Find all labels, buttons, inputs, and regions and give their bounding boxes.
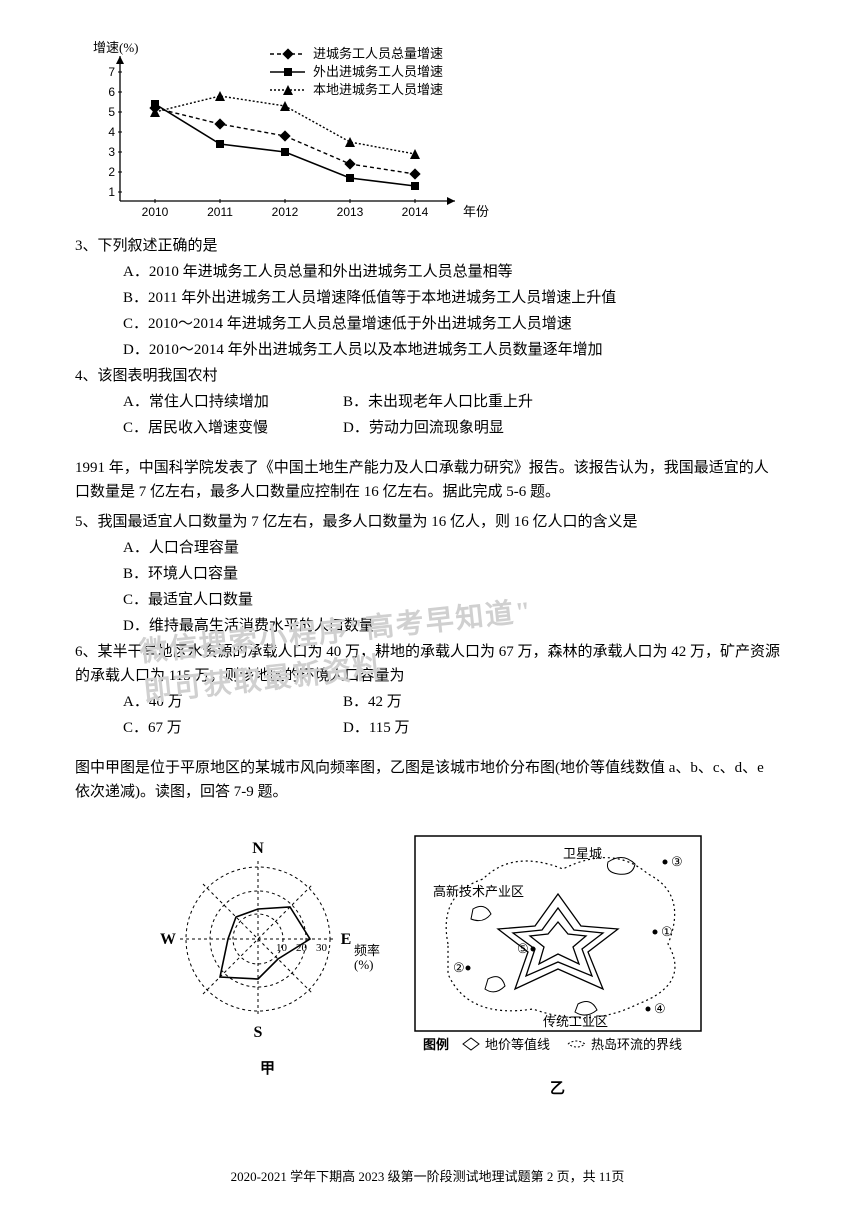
legend-local: 本地进城务工人员增速 xyxy=(313,82,443,97)
svg-text:⑤: ⑤ xyxy=(517,941,529,956)
q6-option-a: A．40 万 xyxy=(123,690,343,714)
q5-option-a: A．人口合理容量 xyxy=(75,536,780,560)
svg-text:2011: 2011 xyxy=(207,205,233,219)
figure-land-price: 卫星城 高新技术产业区 传统工业区 ③ ① ⑤ ② ④ 图例 地价等值线 热岛环… xyxy=(413,834,703,1098)
svg-text:30: 30 xyxy=(316,942,328,954)
figure-a-label: 甲 xyxy=(153,1057,383,1078)
passage-56: 1991 年，中国科学院发表了《中国土地生产能力及人口承载力研究》报告。该报告认… xyxy=(75,456,780,504)
hitech-label: 高新技术产业区 xyxy=(433,884,524,899)
compass-s: S xyxy=(253,1024,262,1041)
q3-option-b: B．2011 年外出进城务工人员增速降低值等于本地进城务工人员增速上升值 xyxy=(75,286,780,310)
svg-text:2012: 2012 xyxy=(272,205,299,219)
legend-out: 外出进城务工人员增速 xyxy=(313,64,443,79)
legend-title: 图例 xyxy=(423,1037,449,1052)
growth-rate-chart: 1 2 3 4 5 6 7 增速(%) 2010 2011 2012 2013 … xyxy=(75,36,495,226)
legend-heat: 热岛环流的界线 xyxy=(591,1037,682,1052)
q4-option-a: A．常住人口持续增加 xyxy=(123,390,343,414)
satellite-label: 卫星城 xyxy=(563,846,602,861)
q5-option-c: C．最适宜人口数量 xyxy=(75,588,780,612)
svg-text:3: 3 xyxy=(108,145,115,159)
svg-text:③: ③ xyxy=(671,854,683,869)
svg-text:7: 7 xyxy=(108,65,115,79)
q6-option-c: C．67 万 xyxy=(123,716,343,740)
q3-option-a: A．2010 年进城务工人员总量和外出进城务工人员总量相等 xyxy=(75,260,780,284)
svg-text:②: ② xyxy=(453,960,465,975)
compass-n: N xyxy=(252,840,264,857)
svg-text:2013: 2013 xyxy=(337,205,364,219)
svg-text:1: 1 xyxy=(108,185,115,199)
svg-text:2014: 2014 xyxy=(402,205,429,219)
q4-option-c: C．居民收入增速变慢 xyxy=(123,416,343,440)
legend-total: 进城务工人员总量增速 xyxy=(313,46,443,61)
y-axis-label: 增速(%) xyxy=(93,40,139,55)
q5-option-d: D．维持最高生活消费水平的人口数量 xyxy=(75,614,780,638)
q4-option-b: B．未出现老年人口比重上升 xyxy=(343,390,563,414)
svg-text:20: 20 xyxy=(296,942,308,954)
q6-option-b: B．42 万 xyxy=(343,690,563,714)
passage-79: 图中甲图是位于平原地区的某城市风向频率图，乙图是该城市地价分布图(地价等值线数值… xyxy=(75,756,780,804)
industry-label: 传统工业区 xyxy=(543,1014,608,1029)
svg-text:4: 4 xyxy=(108,125,115,139)
svg-text:5: 5 xyxy=(108,105,115,119)
compass-e: E xyxy=(340,931,351,948)
svg-text:④: ④ xyxy=(654,1001,666,1016)
q5-stem: 5、我国最适宜人口数量为 7 亿左右，最多人口数量为 16 亿人，则 16 亿人… xyxy=(75,510,780,534)
q3-stem: 3、下列叙述正确的是 xyxy=(75,234,780,258)
compass-w: W xyxy=(160,931,176,948)
figures-row: N S W E 10 20 30 频率 (%) 甲 xyxy=(75,834,780,1098)
q3-option-c: C．2010～2014 年进城务工人员总量增速低于外出进城务工人员增速 xyxy=(75,312,780,336)
x-axis-label: 年份 xyxy=(463,204,489,219)
svg-text:2: 2 xyxy=(108,165,115,179)
chart-svg: 1 2 3 4 5 6 7 增速(%) 2010 2011 2012 2013 … xyxy=(75,36,495,226)
q6-option-d: D．115 万 xyxy=(343,716,563,740)
page-footer: 2020-2021 学年下期高 2023 级第一阶段测试地理试题第 2 页，共 … xyxy=(0,1166,855,1185)
svg-text:2010: 2010 xyxy=(142,205,169,219)
q4-option-d: D．劳动力回流现象明显 xyxy=(343,416,563,440)
figure-wind-rose: N S W E 10 20 30 频率 (%) 甲 xyxy=(153,834,383,1098)
q6-stem: 6、某半干旱地区水资源的承载人口为 40 万，耕地的承载人口为 67 万，森林的… xyxy=(75,640,780,688)
svg-text:10: 10 xyxy=(276,942,288,954)
svg-text:(%): (%) xyxy=(354,957,374,972)
q3-option-d: D．2010～2014 年外出进城务工人员以及本地进城务工人员数量逐年增加 xyxy=(75,338,780,362)
figure-b-label: 乙 xyxy=(413,1077,703,1098)
svg-text:6: 6 xyxy=(108,85,115,99)
legend-contour: 地价等值线 xyxy=(485,1037,550,1052)
q4-stem: 4、该图表明我国农村 xyxy=(75,364,780,388)
freq-label: 频率 xyxy=(354,943,380,958)
svg-text:①: ① xyxy=(661,924,673,939)
q5-option-b: B．环境人口容量 xyxy=(75,562,780,586)
